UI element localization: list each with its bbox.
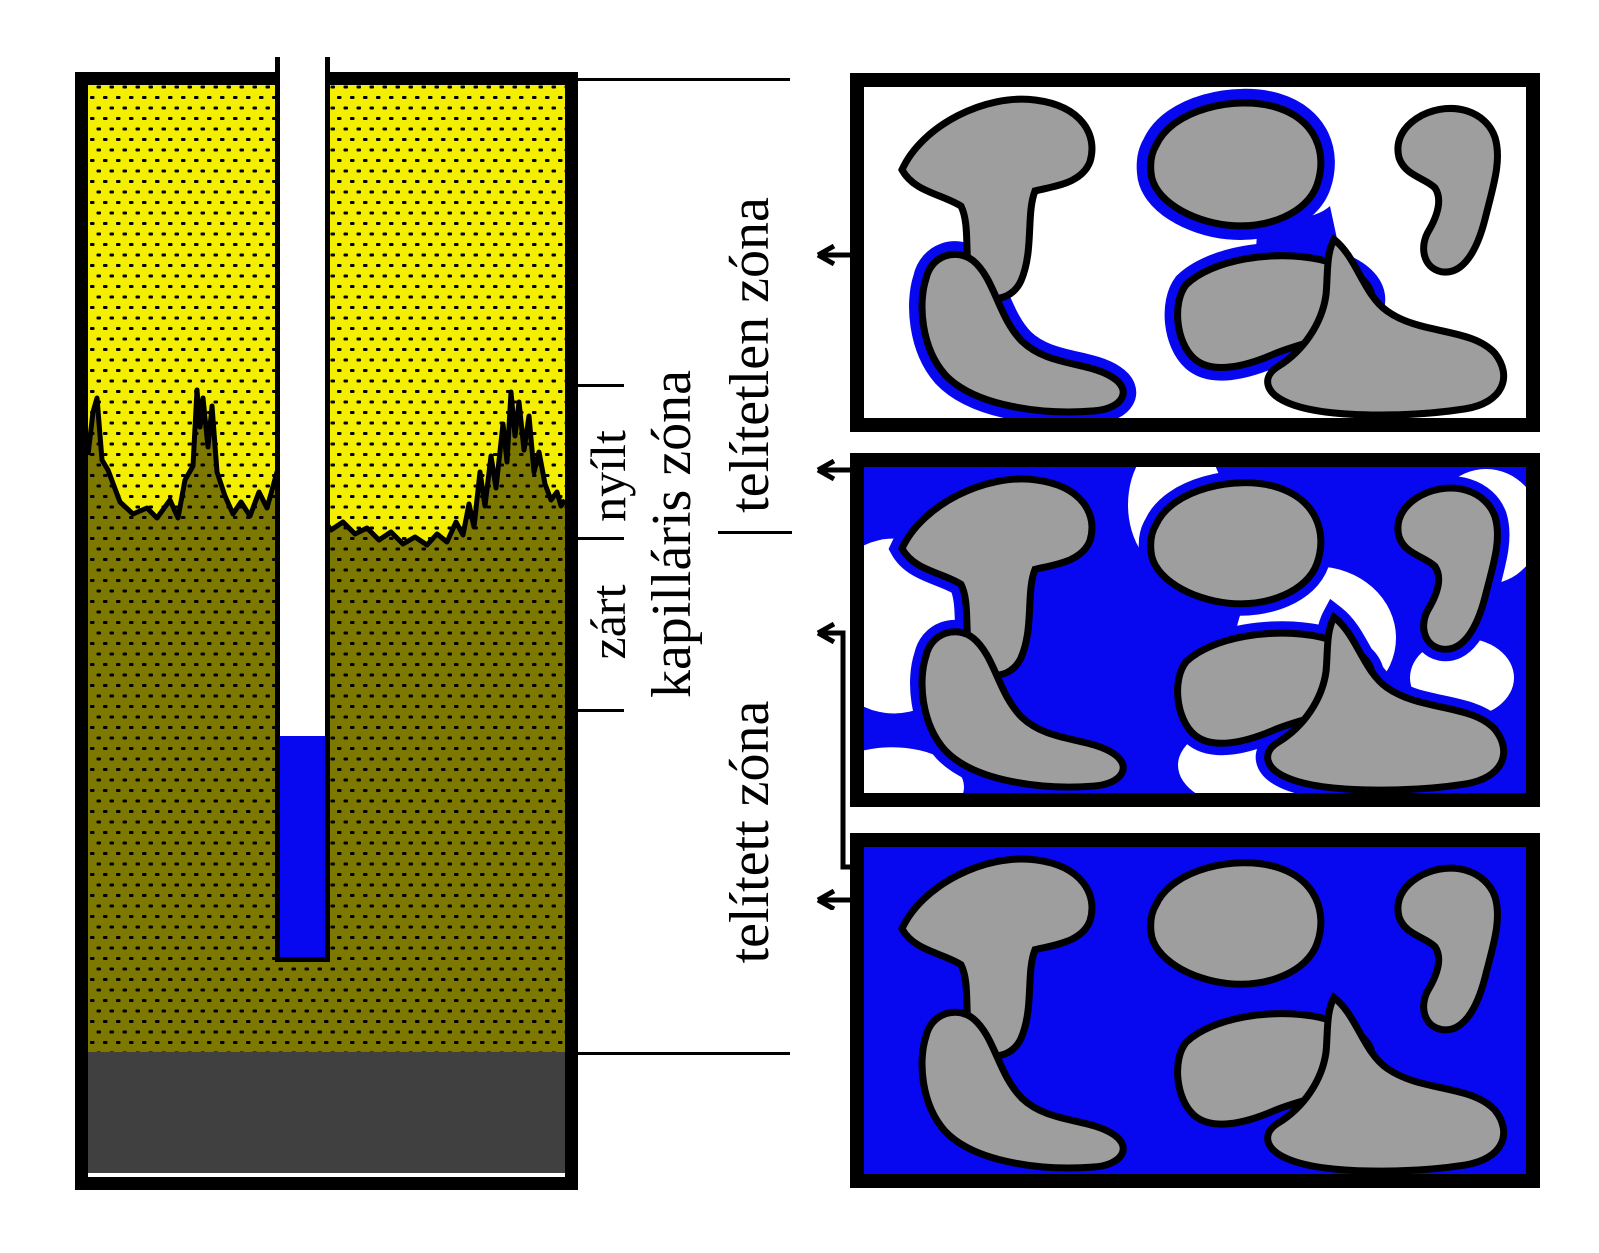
pore-panel-saturated: [850, 833, 1540, 1188]
arrow-open-capillary-panel: [816, 458, 852, 482]
aquitard-top-line: [578, 1052, 790, 1055]
ground-surface-line: [578, 78, 790, 81]
well-bottom-cap: [280, 957, 325, 962]
label-open-capillary: nyílt: [580, 430, 636, 522]
water-table-tick: [576, 709, 624, 712]
arrow-saturated-panel: [816, 888, 852, 910]
well-water-level: [280, 736, 325, 957]
unsaturated-bottom-tick: [718, 531, 792, 534]
capillary-top-tick: [576, 384, 624, 387]
observation-well-pipe: [275, 57, 330, 962]
pore-panel-capillary: [850, 453, 1540, 807]
arrow-closed-capillary-bracket: [816, 621, 852, 870]
bedrock-layer: [88, 1052, 565, 1173]
arrow-unsaturated-panel: [816, 243, 852, 267]
panel-connector-arrows: [816, 243, 852, 910]
label-closed-capillary: zárt: [580, 584, 636, 660]
capillary-fringe-boundary: [85, 387, 568, 548]
pore-panel-unsaturated: [850, 73, 1540, 432]
label-unsaturated-zone: telítetlen zóna: [719, 197, 781, 513]
label-capillary-zone: kapilláris zóna: [641, 369, 703, 699]
open-closed-boundary-tick: [576, 537, 624, 540]
sand-grains: [902, 99, 1504, 415]
label-saturated-zone: telített zóna: [719, 700, 781, 964]
